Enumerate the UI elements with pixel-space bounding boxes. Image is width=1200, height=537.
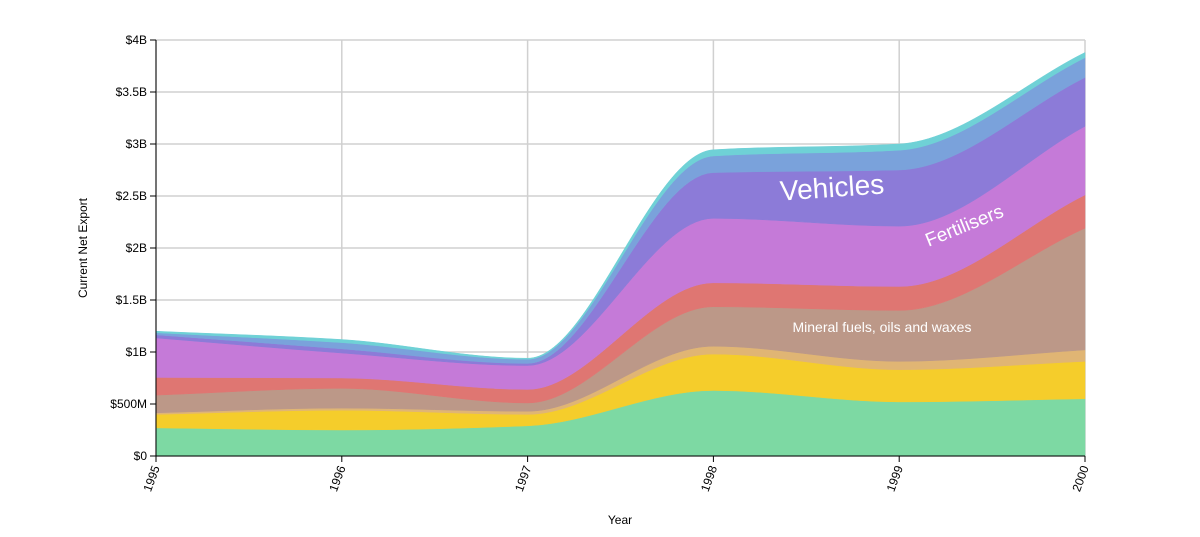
y-tick-label: $500M bbox=[110, 397, 147, 411]
x-tick-label: 1995 bbox=[140, 463, 162, 493]
y-tick-label: $0 bbox=[134, 449, 148, 463]
y-tick-label: $1.5B bbox=[116, 293, 147, 307]
x-axis-title: Year bbox=[608, 513, 632, 527]
y-axis-title: Current Net Export bbox=[76, 197, 90, 298]
x-tick-label: 1999 bbox=[884, 463, 906, 493]
x-tick-label: 1998 bbox=[698, 463, 720, 493]
y-tick-label: $4B bbox=[126, 33, 147, 47]
y-tick-label: $2.5B bbox=[116, 189, 147, 203]
area-series-9 bbox=[155, 52, 1086, 360]
series-label-vehicles: Vehicles bbox=[779, 168, 885, 206]
area-series-group bbox=[155, 52, 1086, 457]
x-tick-label: 1996 bbox=[326, 463, 348, 493]
y-tick-label: $3B bbox=[126, 137, 147, 151]
y-tick-label: $1B bbox=[126, 345, 147, 359]
axes bbox=[150, 39, 1086, 462]
x-tick-label: 1997 bbox=[512, 463, 534, 493]
y-tick-label: $3.5B bbox=[116, 85, 147, 99]
x-tick-label: 2000 bbox=[1069, 463, 1091, 493]
y-tick-label: $2B bbox=[126, 241, 147, 255]
series-label-mineral-fuels: Mineral fuels, oils and waxes bbox=[793, 319, 972, 335]
